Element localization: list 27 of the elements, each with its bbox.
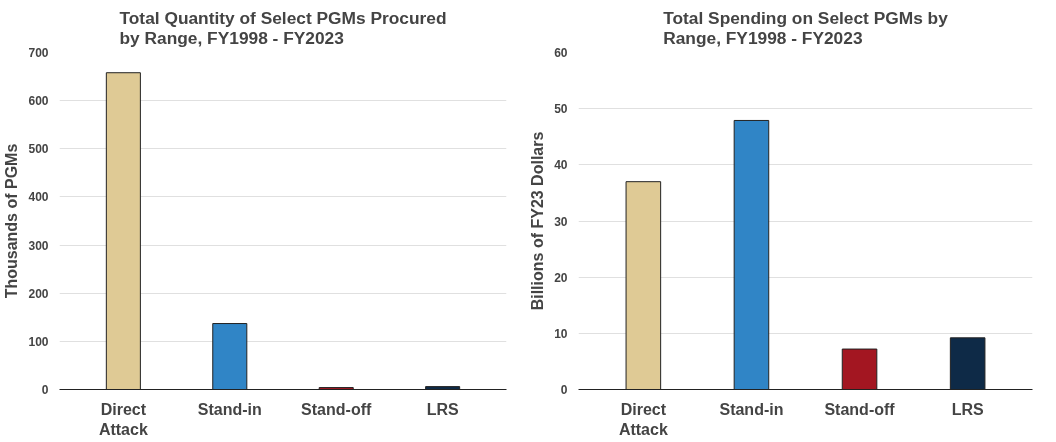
y-tick-label: 10	[554, 326, 568, 341]
x-tick-label: Stand-off	[301, 400, 372, 418]
x-tick-label: Stand-in	[719, 400, 784, 418]
chart-title: Total Spending on Select PGMs by Range, FY1998 - FY2023	[663, 7, 949, 48]
y-tick-label: 200	[28, 286, 49, 301]
y-tick-label: 60	[554, 46, 568, 60]
y-tick-label: 600	[28, 94, 49, 109]
x-tick-label: Direct Attack	[618, 400, 668, 438]
y-tick-label: 700	[28, 46, 49, 60]
y-tick-label: 500	[28, 142, 49, 157]
y-tick-label: 0	[41, 383, 49, 397]
y-tick-label: 400	[28, 190, 49, 205]
x-tick-label: LRS	[951, 400, 984, 418]
y-axis-title: Thousands of PGMs	[3, 143, 21, 299]
y-tick-label: 20	[554, 270, 568, 285]
x-tick-label: Stand-in	[197, 400, 262, 418]
x-tick-label: Direct Attack	[98, 400, 148, 438]
y-tick-label: 30	[554, 214, 568, 229]
y-tick-label: 40	[554, 158, 568, 173]
chart-title: Total Quantity of Select PGMs Procured by Range, FY1998 - FY2023	[119, 7, 447, 48]
y-tick-label: 100	[28, 334, 49, 349]
y-axis-title: Billions of FY23 Dollars	[529, 131, 547, 311]
y-tick-label: 50	[554, 102, 568, 117]
x-tick-label: LRS	[426, 400, 459, 418]
x-tick-label: Stand-off	[824, 400, 896, 418]
y-tick-label: 300	[28, 238, 49, 253]
y-tick-label: 0	[560, 383, 568, 397]
